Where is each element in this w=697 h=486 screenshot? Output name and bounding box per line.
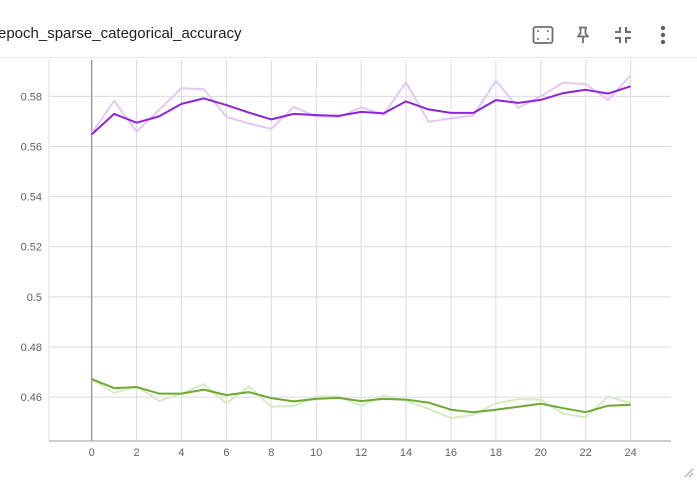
collapse-icon <box>615 27 631 43</box>
x-tick-label: 20 <box>535 447 547 459</box>
card-toolbar <box>523 22 683 48</box>
resize-handle-icon[interactable] <box>682 466 694 478</box>
y-tick-label: 0.52 <box>21 242 42 254</box>
y-tick-label: 0.56 <box>21 141 42 153</box>
more-options-button[interactable] <box>643 22 683 48</box>
x-tick-label: 10 <box>310 447 322 459</box>
x-tick-label: 14 <box>400 447 412 459</box>
chart-area[interactable]: 0.46 0.48 0.5 0.52 0.54 0.56 0.58 0 2 4 6 8 10 12 14 16… <box>0 58 697 481</box>
collapse-button[interactable] <box>603 22 643 48</box>
x-tick-label: 22 <box>580 447 592 459</box>
x-tick-label: 8 <box>268 447 274 459</box>
fit-domain-button[interactable] <box>523 22 563 48</box>
pin-button[interactable] <box>563 22 603 48</box>
x-tick-label: 6 <box>223 447 229 459</box>
y-tick-label: 0.48 <box>21 342 42 354</box>
x-tick-label: 18 <box>490 447 502 459</box>
series-line <box>91 378 631 414</box>
x-tick-label: 4 <box>178 447 184 459</box>
x-tick-label: 16 <box>445 447 457 459</box>
x-tick-label: 0 <box>89 447 95 459</box>
y-tick-label: 0.5 <box>27 292 42 304</box>
x-tick-label: 12 <box>355 447 367 459</box>
x-tick-label: 24 <box>624 447 636 459</box>
series-line <box>91 85 631 136</box>
pin-icon <box>577 26 589 43</box>
series-raw-line <box>90 74 632 134</box>
y-tick-label: 0.54 <box>21 192 42 204</box>
x-tick-label: 2 <box>134 447 140 459</box>
line-chart[interactable]: 0.460.480.50.520.540.560.580 2 4 6 8 10 12 14 16… <box>0 58 697 481</box>
y-tick-label: 0.46 <box>21 392 42 404</box>
y-tick-label: 0.58 <box>21 91 42 103</box>
card-header: epoch_sparse_categorical_accuracy <box>0 0 697 58</box>
fit-domain-icon <box>532 26 554 44</box>
more-vert-icon <box>660 25 666 45</box>
chart-title: epoch_sparse_categorical_accuracy <box>0 25 242 42</box>
